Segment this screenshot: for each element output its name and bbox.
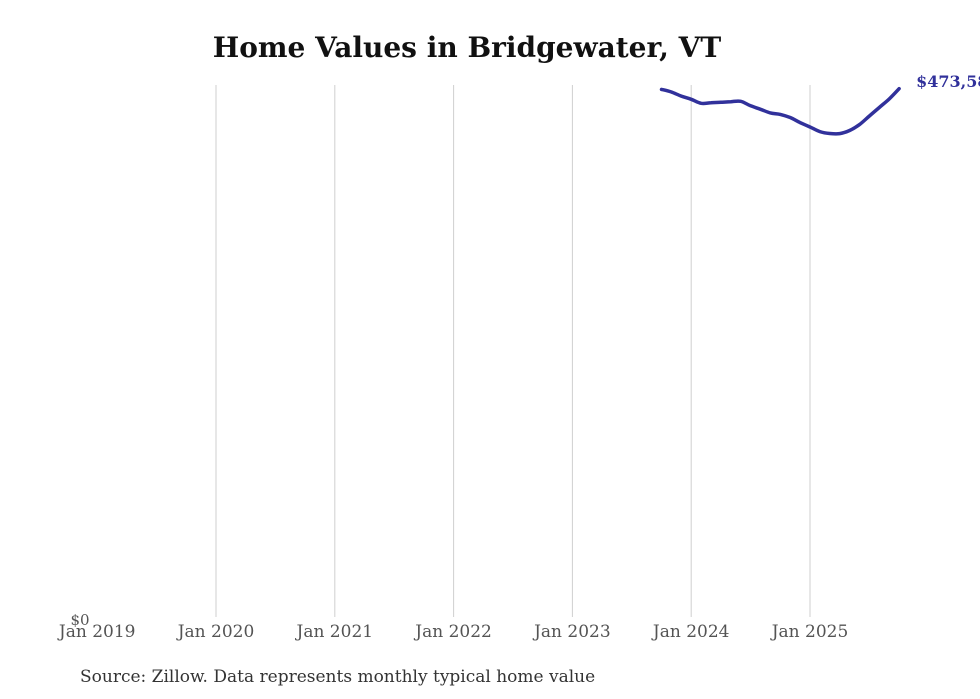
x-axis-label-jan-2024: Jan 2024 xyxy=(652,622,730,642)
x-axis-label-jan-2025: Jan 2025 xyxy=(771,622,849,642)
source-note: Source: Zillow. Data represents monthly … xyxy=(80,667,596,687)
latest-value-label: $473,588 xyxy=(916,71,980,91)
x-axis-label-jan-2020: Jan 2020 xyxy=(177,622,255,642)
y-axis-zero-label: $0 xyxy=(70,611,90,629)
chart-title: Home Values in Bridgewater, VT xyxy=(212,31,722,64)
x-axis-label-jan-2022: Jan 2022 xyxy=(415,622,492,642)
x-axis-label-jan-2019: Jan 2019 xyxy=(58,622,136,642)
home-value-line-series xyxy=(659,86,901,136)
x-axis-label-jan-2021: Jan 2021 xyxy=(296,622,374,642)
x-axis-label-jan-2023: Jan 2023 xyxy=(534,622,611,642)
